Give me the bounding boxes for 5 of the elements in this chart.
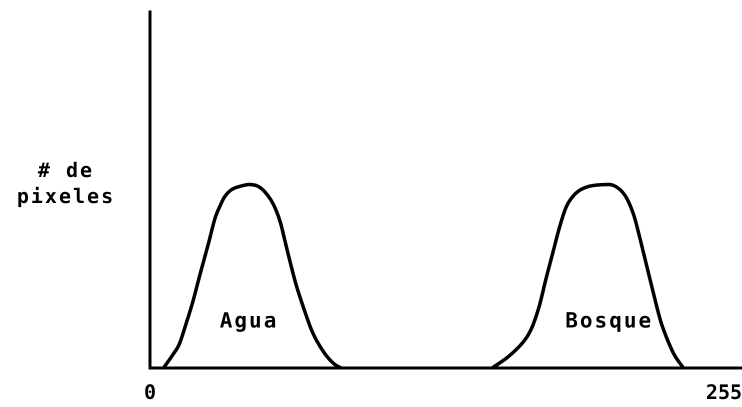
x-tick-label: 0 — [144, 380, 156, 404]
x-tick-label: 255 — [706, 380, 742, 404]
annotation: Agua — [220, 308, 278, 332]
annotation: Bosque — [565, 308, 654, 332]
y-axis-title: # de pixeles — [16, 157, 116, 209]
